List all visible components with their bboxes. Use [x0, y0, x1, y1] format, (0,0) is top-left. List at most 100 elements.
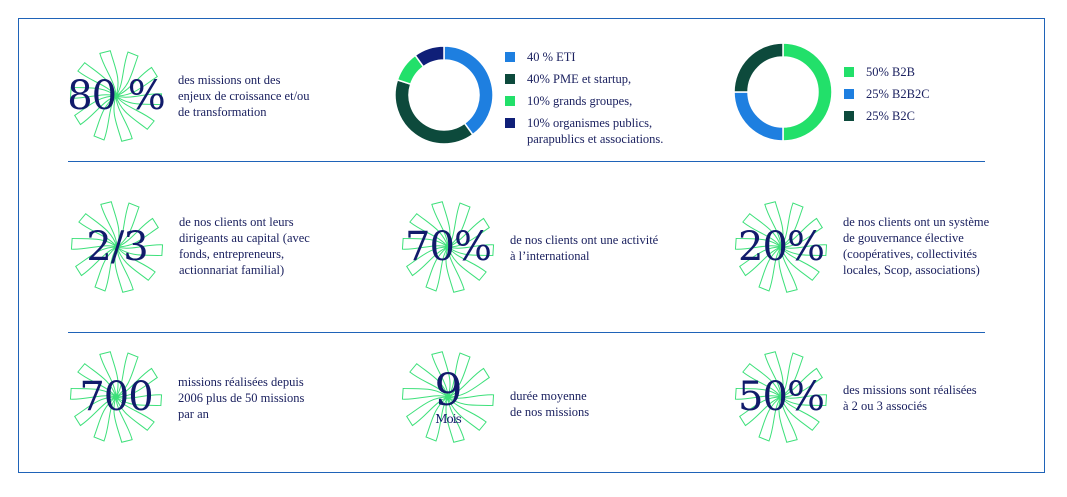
divider-1 [68, 161, 985, 162]
rosette-petal [401, 387, 449, 400]
rosette-petal [778, 246, 798, 293]
stat-70-percent: 70% de nos clients ont une activité à l’… [398, 197, 698, 307]
rosette-petal [739, 246, 782, 277]
rosette-petal [447, 246, 487, 281]
donut-slice [443, 45, 494, 136]
rosette-petal [116, 246, 156, 281]
rosette-petal [734, 387, 782, 400]
rosette-petal [431, 351, 451, 398]
rosette-petal [734, 237, 782, 250]
donut-slice [733, 91, 784, 142]
rosette-petal [74, 95, 117, 126]
rosette-petal [780, 352, 804, 398]
legend-label: 10% grands groupes, [527, 94, 633, 108]
stat-700-missions: 700 missions réalisées depuis 2006 plus … [66, 347, 366, 457]
stat-description: de nos clients ont une activité à l’inte… [510, 233, 659, 263]
legend-swatch [844, 67, 854, 77]
rosette-petal [780, 246, 820, 281]
donut-slice [414, 45, 445, 68]
rosette-petal [425, 396, 449, 442]
rosette-petal [74, 396, 117, 427]
rosette-petal [115, 93, 163, 106]
stat-two-thirds: 2/3 de nos clients ont leurs dirigeants … [67, 197, 367, 307]
legend-label: 50% B2B [866, 65, 915, 79]
stat-value: 50% [738, 374, 825, 420]
donut-chart-client-types [394, 45, 494, 145]
legend-swatch [844, 89, 854, 99]
rosette-petal [445, 396, 465, 443]
rosette-petal [739, 396, 782, 427]
legend-swatch [505, 74, 515, 84]
rosette-petal [742, 213, 782, 248]
legend-swatch [505, 52, 515, 62]
rosette-petal [447, 202, 471, 248]
rosette-petal [77, 363, 117, 398]
rosette-petal [780, 217, 823, 248]
stat-unit: Mois [435, 412, 461, 426]
rosette-petal [114, 246, 134, 293]
rosette-petal [764, 201, 784, 248]
rosette-icon [70, 201, 164, 293]
rosette-petal [447, 396, 487, 431]
legend-label: 40% PME et startup, [527, 72, 632, 86]
infographic-frame [18, 18, 1045, 473]
donut-slice [394, 78, 474, 145]
rosette-petal [113, 95, 133, 142]
rosette-petal [115, 396, 155, 431]
rosette-petal [425, 246, 449, 292]
stat-description: de nos clients ont leurs dirigeants au c… [179, 215, 310, 277]
rosette-petal [742, 363, 782, 398]
rosette-petal [93, 95, 117, 141]
stat-description: durée moyenne de nos missions [510, 389, 590, 419]
stat-description: missions réalisées depuis 2006 plus de 5… [178, 375, 305, 421]
stat-9-months: 9 Mois durée moyenne de nos missions [398, 347, 698, 457]
rosette-petal [780, 367, 823, 398]
rosette-petal [406, 396, 449, 427]
rosette-petal [116, 244, 164, 257]
rosette-petal [409, 213, 449, 248]
rosette-petal [75, 246, 118, 277]
rosette-petal [116, 202, 140, 248]
donut-slice [782, 42, 833, 142]
rosette-petal [758, 396, 782, 442]
rosette-petal [69, 86, 117, 99]
legend-label: 25% B2B2C [866, 87, 930, 101]
stat-80-percent: 80 % des missions ont des enjeux de croi… [66, 46, 366, 156]
rosette-icon [401, 351, 495, 443]
rosette-petal [69, 387, 117, 400]
rosette-petal [115, 95, 155, 130]
rosette-petal [431, 201, 451, 248]
legend-label: 25% B2C [866, 109, 915, 123]
rosette-petal [113, 396, 133, 443]
rosette-petal [409, 363, 449, 398]
rosette-petal [447, 217, 490, 248]
rosette-petal [401, 237, 449, 250]
stat-description: des missions sont réalisées à 2 ou 3 ass… [843, 383, 977, 413]
stat-description: de nos clients ont un système de gouvern… [843, 215, 990, 277]
legend-label: 40 % ETI [527, 50, 576, 64]
rosette-petal [758, 246, 782, 292]
divider-2 [68, 332, 985, 333]
legend-client-types: 40 % ETI 40% PME et startup, 10% grands gr… [505, 49, 663, 153]
stat-value: 20% [738, 224, 825, 270]
legend-item: 40% PME et startup, [505, 71, 663, 87]
legend-swatch [505, 118, 515, 128]
rosette-petal [764, 351, 784, 398]
rosette-petal [116, 217, 159, 248]
rosette-petal [115, 66, 158, 97]
stat-description: des missions ont des enjeux de croissanc… [178, 73, 310, 119]
stat-value: 80 % [67, 73, 166, 119]
rosette-petal [93, 396, 117, 442]
rosette-icon [69, 50, 163, 142]
stat-value: 2/3 [86, 224, 148, 270]
legend-swatch [505, 96, 515, 106]
rosette-icon [401, 201, 495, 293]
rosette-petal [94, 246, 118, 292]
stat-value: 9 Mois [434, 365, 463, 426]
rosette-petal [780, 202, 804, 248]
legend-item: 25% B2B2C [844, 86, 930, 102]
stat-50-percent: 50% des missions sont réalisées à 2 ou 3… [731, 347, 1031, 457]
rosette-petal [447, 394, 495, 407]
rosette-petal [100, 201, 120, 248]
rosette-petal [778, 396, 798, 443]
